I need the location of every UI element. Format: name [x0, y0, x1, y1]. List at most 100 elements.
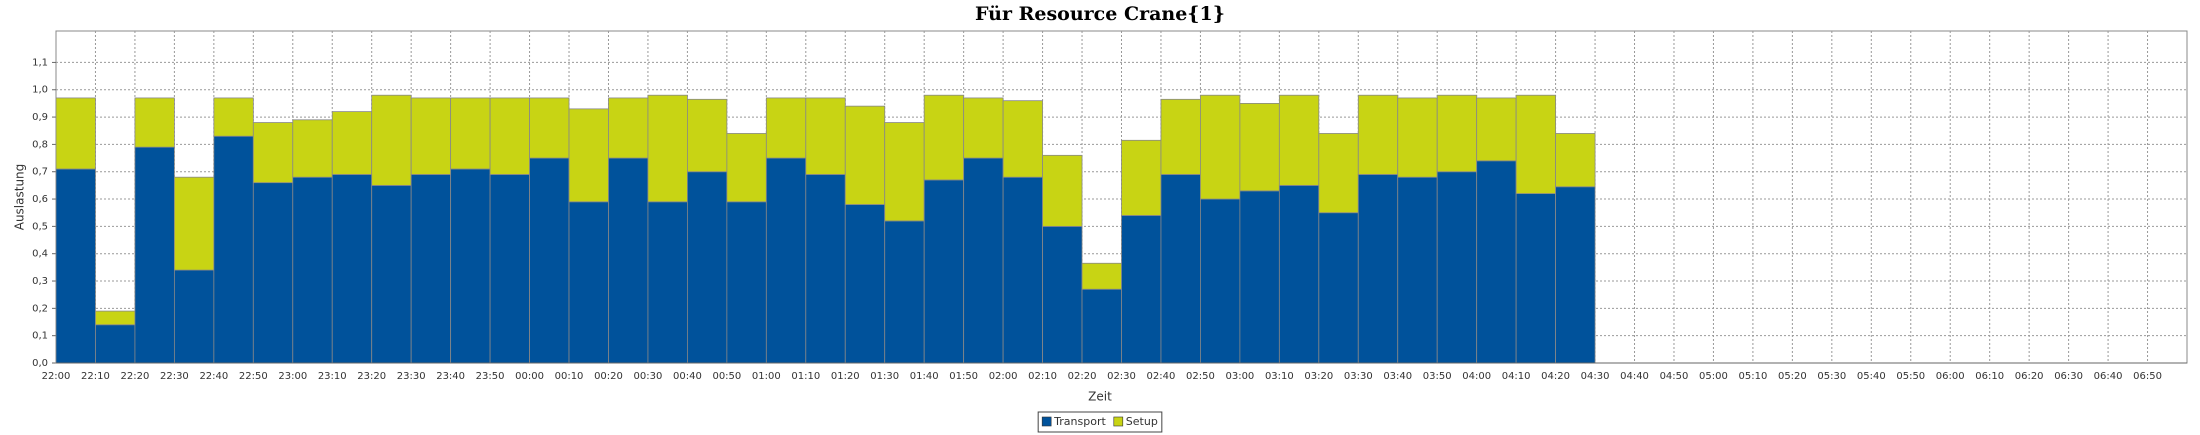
y-tick-label: 0,9 [32, 112, 48, 123]
bar-segment [1515, 193, 1556, 364]
x-tick-label: 06:40 [2094, 371, 2123, 382]
bar-segment [1555, 186, 1596, 364]
chart-title: Für Resource Crane{1} [975, 3, 1225, 25]
x-tick-label: 04:40 [1620, 371, 1649, 382]
legend: Transport Setup [1037, 411, 1163, 433]
x-tick-label: 00:50 [712, 371, 741, 382]
legend-box [1037, 411, 1163, 433]
bar-segment [1476, 160, 1517, 364]
x-tick-label: 01:40 [910, 371, 939, 382]
bar-segment [371, 94, 412, 186]
bar-segment [1239, 190, 1280, 364]
x-tick-label: 04:00 [1462, 371, 1491, 382]
x-axis-label: Zeit [1088, 390, 1112, 404]
bar-segment [1318, 133, 1359, 214]
x-tick-label: 05:30 [1817, 371, 1846, 382]
bar-segment [884, 122, 925, 222]
bar-segment [529, 157, 570, 364]
bar-segment [1160, 174, 1201, 364]
bar-segment [568, 201, 609, 364]
bar-segment [252, 182, 294, 364]
bar-segment [371, 184, 412, 364]
bar-segment [726, 133, 767, 203]
bar-segment [1555, 133, 1596, 188]
x-tick-label: 01:10 [791, 371, 820, 382]
x-tick-label: 01:00 [752, 371, 781, 382]
y-tick-label: 0,0 [32, 358, 48, 369]
bar-segment [1002, 176, 1043, 364]
bar-segment [252, 122, 294, 184]
bar-segment [1160, 98, 1201, 175]
x-tick-label: 03:00 [1225, 371, 1254, 382]
bar-segment [647, 201, 688, 364]
bar-segment [292, 176, 333, 364]
x-tick-label: 06:00 [1936, 371, 1965, 382]
bar-segment [1121, 139, 1162, 216]
y-tick-label: 1,0 [32, 85, 48, 96]
x-tick-label: 06:50 [2133, 371, 2162, 382]
bar-segment [95, 324, 136, 364]
x-tick-label: 23:20 [357, 371, 386, 382]
bar-segment [568, 108, 609, 203]
bar-segment [213, 135, 254, 364]
bar-segment [963, 97, 1004, 159]
x-tick-label: 23:30 [397, 371, 426, 382]
x-tick-label: 06:10 [1975, 371, 2004, 382]
x-tick-label: 22:30 [160, 371, 189, 382]
bar-segment [489, 97, 530, 175]
bar-segment [1278, 184, 1320, 364]
x-tick-label: 05:20 [1778, 371, 1807, 382]
bar-segment [55, 168, 96, 364]
bar-segment [1515, 94, 1556, 194]
bar-segment [410, 174, 452, 364]
y-tick-label: 1,1 [32, 57, 48, 68]
x-tick-label: 02:50 [1186, 371, 1215, 382]
x-tick-label: 23:10 [318, 371, 347, 382]
bar-segment [608, 157, 649, 364]
bar-segment [1200, 198, 1241, 364]
bar-segment [1357, 94, 1399, 175]
x-tick-label: 22:00 [42, 371, 71, 382]
x-tick-label: 00:30 [634, 371, 663, 382]
bar-segment [963, 157, 1004, 364]
x-tick-label: 04:30 [1581, 371, 1610, 382]
y-tick-label: 0,1 [32, 331, 48, 342]
bar-segment [450, 97, 491, 170]
x-tick-label: 01:50 [949, 371, 978, 382]
x-tick-label: 00:20 [594, 371, 623, 382]
y-tick-label: 0,8 [32, 139, 48, 150]
y-tick-label: 0,7 [32, 167, 48, 178]
y-tick-label: 0,4 [32, 249, 48, 260]
bar-segment [1042, 225, 1083, 364]
bar-segment [292, 119, 333, 178]
bar-segment [134, 97, 175, 148]
bar-segment [1081, 288, 1122, 364]
bar-segment [687, 98, 728, 173]
bar-segment [173, 269, 215, 364]
bar-segment [884, 220, 925, 364]
bar-segment [923, 94, 965, 181]
x-tick-label: 04:10 [1502, 371, 1531, 382]
x-tick-label: 03:30 [1344, 371, 1373, 382]
x-tick-label: 04:20 [1541, 371, 1570, 382]
x-tick-label: 03:20 [1304, 371, 1333, 382]
bar-segment [1436, 171, 1478, 364]
x-tick-label: 05:10 [1738, 371, 1767, 382]
x-tick-label: 02:40 [1147, 371, 1176, 382]
y-tick-label: 0,6 [32, 194, 48, 205]
x-tick-label: 23:40 [436, 371, 465, 382]
bar-segment [805, 97, 846, 175]
bar-segment [608, 97, 649, 159]
x-tick-label: 03:40 [1383, 371, 1412, 382]
x-tick-label: 05:00 [1699, 371, 1728, 382]
x-tick-label: 03:50 [1423, 371, 1452, 382]
legend-swatch [1041, 416, 1052, 427]
bar-segment [450, 168, 491, 364]
bar-segment [726, 201, 767, 364]
x-tick-label: 06:20 [2015, 371, 2044, 382]
x-tick-label: 00:00 [515, 371, 544, 382]
bar-segment [1397, 176, 1438, 364]
x-tick-label: 23:50 [476, 371, 505, 382]
bar-segment [331, 111, 373, 175]
bar-segment [1042, 154, 1083, 227]
